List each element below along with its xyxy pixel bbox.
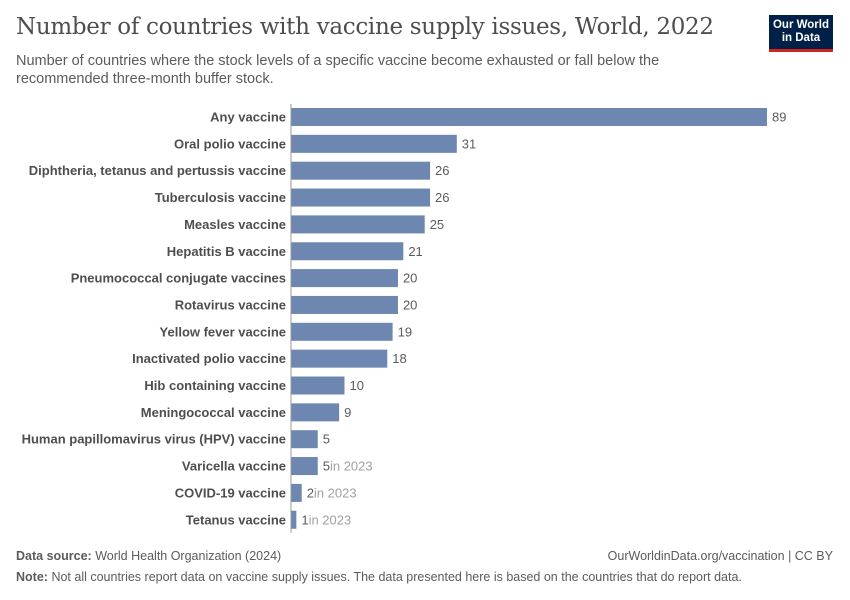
value-label: 31 (462, 136, 476, 151)
value-label: 5in 2023 (323, 459, 373, 474)
bar (291, 349, 388, 368)
category-label: Any vaccine (210, 110, 286, 125)
chart-title: Number of countries with vaccine supply … (16, 14, 714, 40)
value-label: 10 (349, 378, 363, 393)
category-label: Tetanus vaccine (186, 512, 286, 527)
bar (291, 403, 340, 422)
bar (291, 188, 431, 207)
note-text: Not all countries report data on vaccine… (51, 570, 742, 584)
bar (291, 457, 318, 476)
category-label: Measles vaccine (184, 217, 286, 232)
value-label: 1in 2023 (301, 512, 351, 527)
bar (291, 483, 302, 502)
value-label: 5 (323, 432, 330, 447)
value-label: 89 (772, 110, 786, 125)
owid-logo[interactable]: Our World in Data (769, 15, 833, 52)
value-label: 18 (392, 351, 406, 366)
bar (291, 510, 297, 529)
value-label: 26 (435, 163, 449, 178)
category-label: Tuberculosis vaccine (155, 190, 286, 205)
value-label: 20 (403, 297, 417, 312)
category-label: Rotavirus vaccine (175, 297, 286, 312)
chart-subtitle: Number of countries where the stock leve… (16, 53, 660, 87)
value-label: 19 (398, 324, 412, 339)
value-label: 21 (408, 244, 422, 259)
category-label: Human papillomavirus virus (HPV) vaccine (22, 432, 286, 447)
category-label: Diphtheria, tetanus and pertussis vaccin… (29, 163, 286, 178)
value-label: 25 (430, 217, 444, 232)
category-label: Pneumococcal conjugate vaccines (71, 271, 286, 286)
value-label: 9 (344, 405, 351, 420)
category-label: Oral polio vaccine (174, 136, 286, 151)
bar (291, 322, 393, 341)
value-label: 26 (435, 190, 449, 205)
bar (291, 295, 398, 314)
year-annotation: in 2023 (314, 485, 357, 500)
bar (291, 108, 767, 126)
category-label: Varicella vaccine (182, 459, 286, 474)
category-label: Meningococcal vaccine (141, 405, 286, 420)
year-annotation: in 2023 (309, 512, 352, 527)
year-annotation: in 2023 (330, 459, 373, 474)
value-label: 20 (403, 271, 417, 286)
value-label: 2in 2023 (307, 485, 357, 500)
note: Note: Not all countries report data on v… (16, 570, 742, 584)
source-label: Data source: (16, 549, 92, 563)
bar (291, 269, 398, 288)
note-label: Note: (16, 570, 48, 584)
bar (291, 215, 425, 234)
category-label: COVID-19 vaccine (175, 485, 286, 500)
category-label: Yellow fever vaccine (160, 324, 286, 339)
category-label: Inactivated polio vaccine (132, 351, 286, 366)
bar (291, 161, 431, 180)
bar (291, 430, 318, 449)
url-license[interactable]: OurWorldinData.org/vaccination | CC BY (607, 549, 833, 563)
category-label: Hepatitis B vaccine (167, 244, 286, 259)
category-label: Hib containing vaccine (144, 378, 286, 393)
source-link[interactable]: World Health Organization (2024) (95, 549, 282, 563)
bar (291, 134, 457, 153)
data-source: Data source: World Health Organization (… (16, 549, 281, 563)
bar (291, 376, 345, 395)
bar (291, 242, 404, 261)
